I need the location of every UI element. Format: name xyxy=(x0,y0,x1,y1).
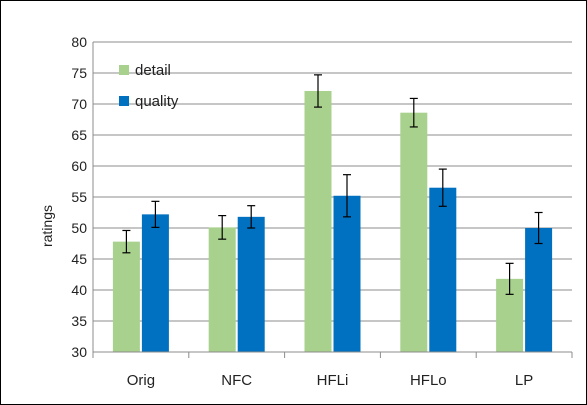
legend-label: quality xyxy=(135,93,179,110)
x-category-label: HFLo xyxy=(410,372,447,389)
bar-quality-hflo xyxy=(429,187,457,352)
bar-detail-nfc xyxy=(208,227,236,352)
legend-label: detail xyxy=(135,62,171,79)
y-tick-label: 80 xyxy=(71,34,87,50)
bar-quality-orig xyxy=(141,214,169,352)
error-bar-detail-hfli xyxy=(314,74,322,108)
y-tick-label: 45 xyxy=(71,251,87,267)
bar-detail-orig xyxy=(112,241,140,352)
error-bar-quality-hfli xyxy=(343,174,351,218)
error-bar-quality-lp xyxy=(534,211,543,245)
x-category-label: NFC xyxy=(221,372,252,389)
x-category-label: LP xyxy=(515,372,533,389)
x-category-label: HFLi xyxy=(317,372,349,389)
error-bars xyxy=(122,74,543,295)
x-axis-category-labels: Orig NFC HFLi HFLo LP xyxy=(127,372,534,389)
error-bar-detail-lp xyxy=(505,262,514,295)
bar-quality-nfc xyxy=(237,216,265,352)
bar-quality-hfli xyxy=(333,195,361,352)
legend-item-quality: quality xyxy=(119,93,179,110)
legend: detail quality xyxy=(119,62,179,110)
error-bar-quality-orig xyxy=(151,200,160,228)
y-axis-label: ratings xyxy=(39,205,55,247)
y-tick-label: 35 xyxy=(71,313,87,329)
y-tick-label: 65 xyxy=(71,127,87,143)
y-tick-label: 30 xyxy=(71,344,87,360)
bar-detail-hflo xyxy=(400,112,428,353)
bars xyxy=(112,90,553,353)
x-category-label: Orig xyxy=(127,372,155,389)
error-bar-quality-nfc xyxy=(247,205,256,229)
error-bar-detail-hflo xyxy=(409,97,418,128)
error-bar-quality-hflo xyxy=(438,168,447,207)
y-tick-label: 75 xyxy=(71,65,87,81)
legend-swatch xyxy=(119,65,129,75)
legend-item-detail: detail xyxy=(119,62,171,79)
bar-quality-lp xyxy=(525,228,553,352)
error-bar-detail-orig xyxy=(122,229,131,254)
y-tick-label: 70 xyxy=(71,96,87,112)
legend-swatch xyxy=(119,96,129,106)
bar-detail-hfli xyxy=(304,90,332,352)
y-axis-tick-labels: 30 35 40 45 50 55 60 65 70 75 80 xyxy=(71,34,87,360)
y-tick-label: 60 xyxy=(71,158,87,174)
y-tick-label: 55 xyxy=(71,189,87,205)
error-bar-detail-nfc xyxy=(218,215,227,240)
x-axis xyxy=(92,42,573,358)
y-tick-label: 40 xyxy=(71,282,87,298)
y-tick-label: 50 xyxy=(71,220,87,236)
